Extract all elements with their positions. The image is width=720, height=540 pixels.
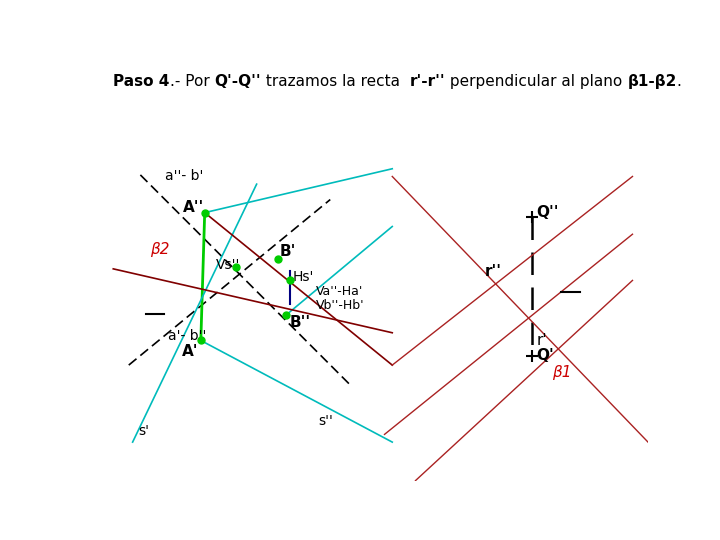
Text: Vb''-Hb': Vb''-Hb': [316, 299, 365, 312]
Text: trazamos la recta: trazamos la recta: [261, 74, 410, 89]
Text: Q': Q': [536, 348, 554, 363]
Text: s'': s'': [319, 414, 333, 428]
Text: B'': B'': [289, 315, 310, 330]
Text: Q'-Q'': Q'-Q'': [215, 74, 261, 89]
Text: s': s': [138, 423, 149, 437]
Text: .- Por: .- Por: [170, 74, 215, 89]
Text: r': r': [536, 333, 547, 348]
Text: B': B': [280, 245, 296, 259]
Text: Paso 4: Paso 4: [113, 74, 170, 89]
Text: r'': r'': [485, 264, 503, 279]
Text: A'': A'': [183, 200, 204, 215]
Text: a'- b'': a'- b'': [168, 329, 206, 343]
Text: Va''-Ha': Va''-Ha': [316, 286, 364, 299]
Text: a''- b': a''- b': [165, 170, 204, 184]
Text: perpendicular al plano: perpendicular al plano: [445, 74, 627, 89]
Text: Hs': Hs': [293, 269, 315, 284]
Text: β2: β2: [150, 242, 170, 257]
Text: r'-r'': r'-r'': [410, 74, 445, 89]
Text: β1: β1: [552, 365, 572, 380]
Text: Vs'': Vs'': [216, 258, 240, 272]
Text: Q'': Q'': [536, 205, 559, 220]
Text: A': A': [181, 344, 198, 359]
Text: β1-β2: β1-β2: [627, 74, 677, 89]
Text: .: .: [677, 74, 682, 89]
